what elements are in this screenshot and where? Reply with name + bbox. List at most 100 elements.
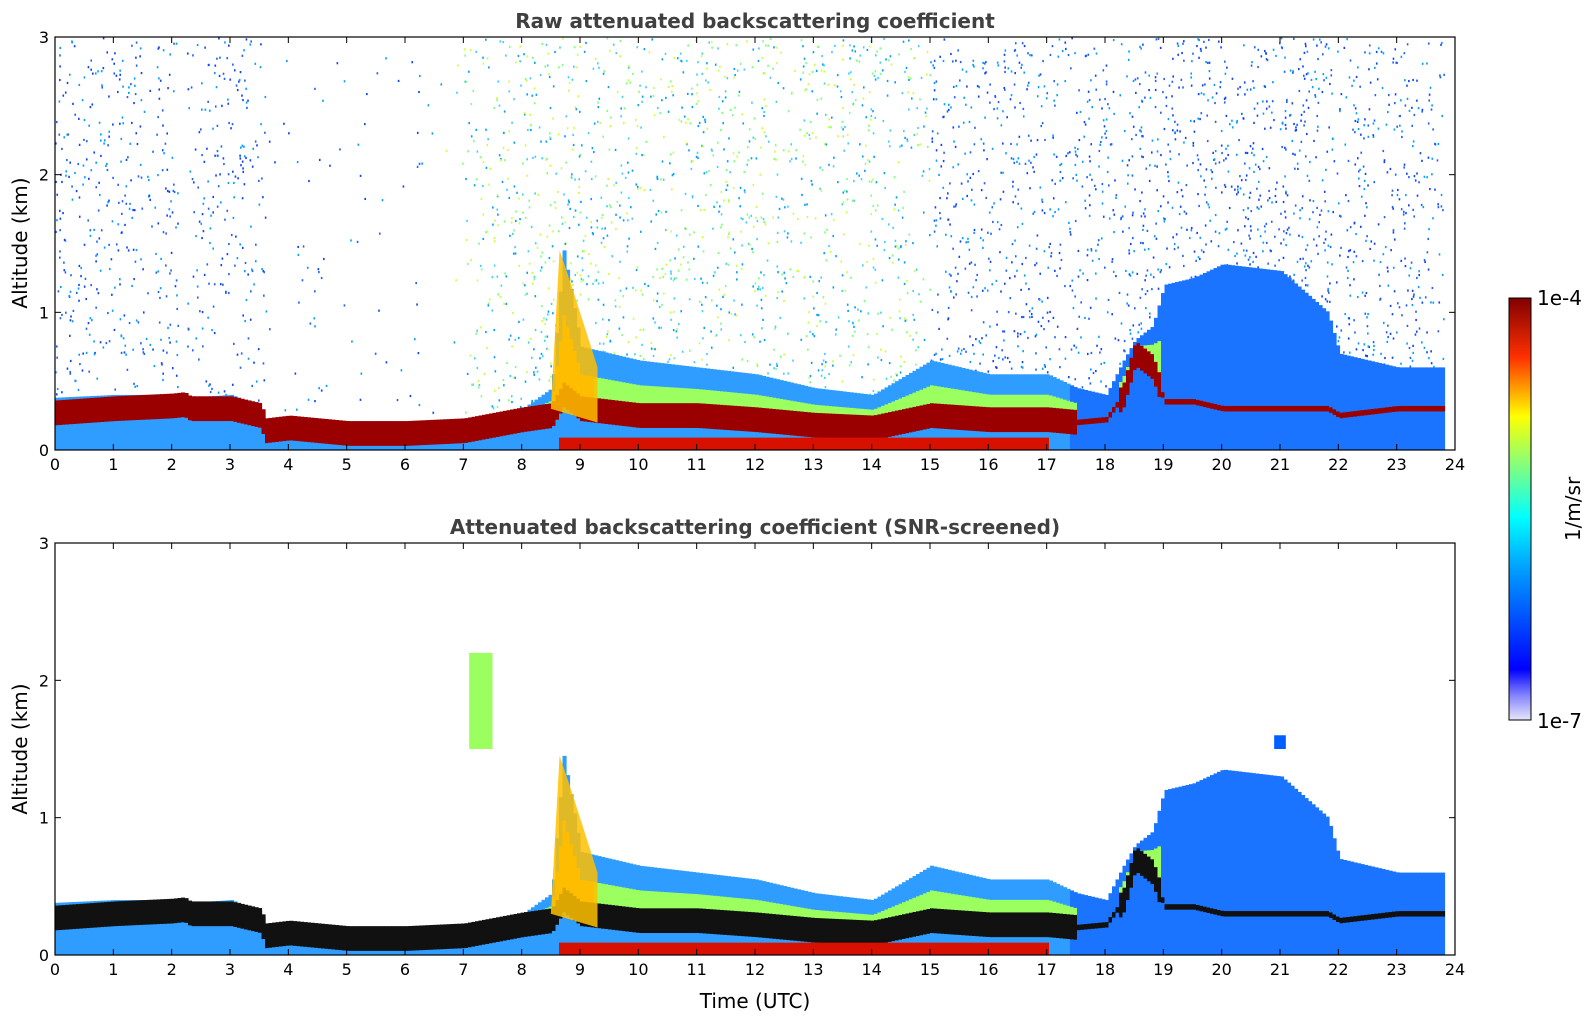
noise-speckle [875, 181, 878, 184]
noise-speckle [1129, 112, 1131, 115]
bl-envelope [1238, 266, 1243, 450]
bl-strong-layer [114, 396, 119, 422]
noise-speckle [1144, 71, 1147, 74]
noise-speckle [602, 237, 605, 240]
noise-speckle [1284, 116, 1287, 119]
bl-envelope [1350, 356, 1355, 450]
noise-speckle [214, 71, 216, 75]
noise-speckle [212, 305, 215, 308]
bl-strong-layer [1381, 407, 1386, 414]
bl-strong-layer [506, 410, 511, 435]
noise-speckle [254, 62, 257, 65]
bl-transition [1014, 394, 1019, 420]
noise-speckle [1391, 205, 1394, 209]
noise-speckle [1059, 170, 1062, 174]
noise-speckle [65, 311, 67, 314]
noise-speckle [1148, 88, 1150, 92]
noise-speckle [704, 120, 707, 124]
noise-speckle [431, 132, 434, 135]
noise-speckle [113, 328, 116, 332]
noise-speckle [1007, 67, 1010, 70]
noise-speckle [239, 154, 241, 157]
noise-speckle [1355, 112, 1358, 115]
noise-speckle [242, 170, 245, 173]
noise-speckle [1036, 139, 1039, 142]
noise-speckle [1243, 81, 1246, 84]
noise-speckle [1057, 55, 1060, 58]
noise-speckle [593, 122, 596, 125]
noise-speckle [802, 71, 805, 74]
noise-speckle [195, 234, 197, 238]
noise-speckle [1354, 163, 1357, 166]
noise-speckle [1258, 198, 1260, 201]
noise-speckle [537, 193, 540, 196]
noise-speckle [710, 330, 712, 333]
bl-strong-layer [965, 405, 970, 431]
noise-speckle [678, 323, 680, 326]
noise-speckle [811, 90, 814, 93]
bl-strong-layer [300, 416, 305, 442]
noise-speckle [676, 327, 679, 331]
bl-envelope [1294, 283, 1299, 450]
noise-speckle [1032, 166, 1034, 169]
noise-speckle [1027, 336, 1029, 340]
noise-speckle [1004, 356, 1007, 359]
noise-speckle [701, 310, 704, 313]
noise-speckle [972, 344, 974, 347]
bl-strong-layer [895, 410, 900, 436]
noise-speckle [867, 312, 870, 315]
noise-speckle [1364, 294, 1366, 297]
bl-strong-layer [674, 403, 679, 428]
noise-speckle [652, 354, 655, 358]
noise-speckle [69, 372, 72, 375]
noise-speckle [961, 68, 964, 71]
noise-speckle [978, 340, 981, 343]
noise-speckle [947, 108, 950, 112]
noise-speckle [1101, 136, 1103, 139]
noise-speckle [680, 209, 683, 212]
noise-speckle [675, 234, 678, 237]
noise-speckle [473, 184, 476, 187]
noise-speckle [987, 231, 989, 234]
noise-speckle [821, 168, 824, 172]
bl-transition [692, 388, 697, 416]
noise-speckle [137, 321, 140, 324]
bl-transition [1045, 394, 1050, 420]
noise-speckle [1121, 215, 1124, 218]
noise-speckle [1145, 274, 1147, 277]
noise-speckle [931, 130, 934, 133]
noise-speckle [943, 103, 946, 106]
bl-strong-layer [1080, 419, 1085, 425]
noise-speckle [967, 240, 969, 244]
noise-speckle [1191, 60, 1193, 63]
noise-speckle [973, 203, 976, 206]
noise-speckle [1294, 167, 1296, 170]
noise-speckle [155, 252, 157, 256]
noise-speckle [1215, 186, 1217, 189]
bl-envelope [1164, 284, 1169, 450]
noise-speckle [1154, 164, 1156, 167]
noise-speckle [1408, 346, 1411, 350]
noise-speckle [1254, 163, 1257, 166]
bl-strong-layer [1129, 357, 1134, 383]
noise-speckle [93, 340, 95, 343]
noise-speckle [572, 133, 574, 137]
noise-speckle [1360, 195, 1363, 198]
noise-speckle [923, 338, 926, 341]
bl-envelope [1178, 281, 1183, 450]
noise-speckle [579, 45, 582, 49]
noise-speckle [1159, 205, 1162, 208]
noise-speckle [1253, 86, 1255, 89]
noise-speckle [505, 361, 508, 365]
panel-raw: Raw attenuated backscattering coefficien… [8, 9, 1465, 474]
noise-speckle [597, 298, 600, 301]
noise-speckle [898, 310, 901, 313]
bl-strong-layer [1101, 417, 1106, 423]
noise-speckle [1214, 162, 1217, 165]
noise-speckle [1208, 206, 1211, 209]
noise-speckle [385, 57, 387, 60]
noise-speckle [533, 373, 536, 376]
noise-speckle [1296, 260, 1299, 263]
noise-speckle [119, 69, 121, 72]
